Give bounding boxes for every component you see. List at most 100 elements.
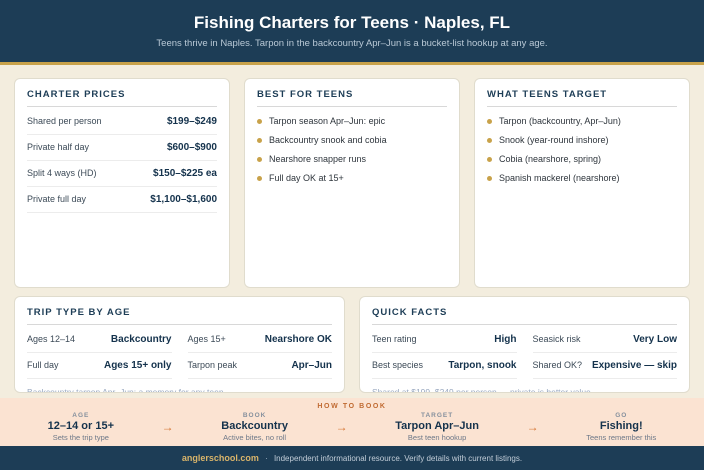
- step-sub: Teens remember this: [586, 432, 657, 442]
- step-sub: Sets the trip type: [52, 432, 109, 442]
- card-title-best-for-teens: BEST FOR TEENS: [257, 89, 447, 107]
- card-title-what-teens-target: WHAT TEENS TARGET: [487, 89, 677, 107]
- bullet-dot-icon: [257, 175, 262, 181]
- fact-row: Best species Tarpon, snook: [372, 353, 517, 379]
- how-to-book-steps: AGE 12–14 or 15+ Sets the trip type → BO…: [0, 412, 704, 442]
- list-item: Spanish mackerel (nearshore): [487, 168, 677, 187]
- list-item-text: Nearshore snapper runs: [269, 153, 367, 164]
- fact-label: Shared OK?: [532, 360, 583, 370]
- bullet-dot-icon: [487, 175, 492, 181]
- price-row: Private full day $1,100–$1,600: [27, 187, 217, 213]
- step-sub: Active bites, no roll: [223, 432, 287, 442]
- list-item-text: Cobia (nearshore, spring): [499, 153, 602, 164]
- price-value: $150–$225 ea: [153, 168, 217, 179]
- list-item-text: Tarpon (backcountry, Apr–Jun): [499, 115, 621, 126]
- fact-label: Full day: [27, 360, 59, 370]
- bullet-dot-icon: [257, 137, 262, 143]
- fact-value: Backcountry: [110, 334, 172, 345]
- step-main: Backcountry: [221, 419, 288, 432]
- fact-row: Ages 15+ Nearshore OK: [187, 327, 332, 353]
- trip-type-facts: Ages 12–14 Backcountry Ages 15+ Nearshor…: [27, 327, 332, 379]
- step-age: AGE 12–14 or 15+ Sets the trip type: [48, 412, 114, 442]
- quick-facts-grid: Teen rating High Seasick risk Very Low B…: [372, 327, 677, 379]
- list-item: Snook (year-round inshore): [487, 130, 677, 149]
- bullet-dot-icon: [487, 137, 492, 143]
- what-teens-target-list: Tarpon (backcountry, Apr–Jun) Snook (yea…: [487, 111, 677, 187]
- price-value: $199–$249: [166, 116, 217, 127]
- card-trip-type-by-age: TRIP TYPE BY AGE Ages 12–14 Backcountry …: [14, 296, 345, 393]
- footer: anglerschool.com · Independent informati…: [0, 446, 704, 470]
- price-value: $600–$900: [166, 142, 217, 153]
- price-label: Private half day: [27, 142, 90, 152]
- trip-type-note: Backcountry tarpon Apr–Jun: a memory for…: [27, 387, 226, 393]
- fact-row: Shared OK? Expensive — skip: [532, 353, 677, 379]
- footer-site-link[interactable]: anglerschool.com: [181, 453, 259, 463]
- price-value: $1,100–$1,600: [150, 194, 217, 205]
- footer-disclaimer: Independent informational resource. Veri…: [273, 453, 523, 463]
- list-item-text: Tarpon season Apr–Jun: epic: [269, 115, 386, 126]
- fact-value: Very Low: [633, 334, 677, 345]
- fact-row: Ages 12–14 Backcountry: [27, 327, 172, 353]
- bullet-dot-icon: [257, 156, 262, 162]
- step-target: TARGET Tarpon Apr–Jun Best teen hookup: [395, 412, 479, 442]
- fact-value: Apr–Jun: [291, 360, 332, 371]
- fact-label: Ages 12–14: [27, 334, 76, 344]
- quick-facts-note: Shared at $199–$249 per person — private…: [372, 387, 594, 393]
- arrow-right-icon: →: [161, 419, 174, 434]
- how-to-book-band: HOW TO BOOK AGE 12–14 or 15+ Sets the tr…: [0, 398, 704, 446]
- price-row: Shared per person $199–$249: [27, 109, 217, 135]
- step-main: Fishing!: [599, 419, 643, 432]
- bullet-dot-icon: [487, 156, 492, 162]
- bottom-cards-row: TRIP TYPE BY AGE Ages 12–14 Backcountry …: [14, 296, 690, 393]
- step-go: GO Fishing! Teens remember this: [586, 412, 656, 442]
- fact-value: High: [494, 334, 517, 345]
- step-kicker: TARGET: [420, 411, 454, 419]
- list-item: Full day OK at 15+: [257, 168, 447, 187]
- price-row: Private half day $600–$900: [27, 135, 217, 161]
- step-kicker: AGE: [72, 411, 90, 419]
- fact-row: Full day Ages 15+ only: [27, 353, 172, 379]
- fact-label: Seasick risk: [532, 334, 581, 344]
- fact-value: Nearshore OK: [264, 334, 332, 345]
- list-item-text: Backcountry snook and cobia: [269, 134, 387, 145]
- fact-label: Teen rating: [372, 334, 417, 344]
- bullet-dot-icon: [487, 118, 492, 124]
- fact-label: Ages 15+: [187, 334, 226, 344]
- list-item: Tarpon season Apr–Jun: epic: [257, 111, 447, 130]
- main-content: CHARTER PRICES Shared per person $199–$2…: [0, 65, 704, 398]
- price-row: Split 4 ways (HD) $150–$225 ea: [27, 161, 217, 187]
- fact-label: Best species: [372, 360, 424, 370]
- price-label: Shared per person: [27, 116, 102, 126]
- fact-row: Seasick risk Very Low: [532, 327, 677, 353]
- card-title-trip-type-by-age: TRIP TYPE BY AGE: [27, 307, 332, 325]
- step-book: BOOK Backcountry Active bites, no roll: [221, 412, 288, 442]
- arrow-right-icon: →: [335, 419, 348, 434]
- list-item-text: Spanish mackerel (nearshore): [499, 172, 620, 183]
- best-for-teens-list: Tarpon season Apr–Jun: epic Backcountry …: [257, 111, 447, 187]
- list-item: Cobia (nearshore, spring): [487, 149, 677, 168]
- card-what-teens-target: WHAT TEENS TARGET Tarpon (backcountry, A…: [474, 78, 690, 288]
- step-main: 12–14 or 15+: [47, 419, 115, 432]
- card-charter-prices: CHARTER PRICES Shared per person $199–$2…: [14, 78, 230, 288]
- fact-value: Tarpon, snook: [448, 360, 517, 371]
- fact-value: Ages 15+ only: [103, 360, 172, 371]
- list-item-text: Full day OK at 15+: [269, 172, 344, 183]
- top-cards-row: CHARTER PRICES Shared per person $199–$2…: [14, 78, 690, 288]
- page-title: Fishing Charters for Teens · Naples, FL: [193, 13, 511, 32]
- step-kicker: GO: [615, 411, 628, 419]
- footer-separator: ·: [264, 453, 268, 463]
- card-quick-facts: QUICK FACTS Teen rating High Seasick ris…: [359, 296, 690, 393]
- price-label: Split 4 ways (HD): [27, 168, 97, 178]
- price-label: Private full day: [27, 194, 87, 204]
- list-item: Tarpon (backcountry, Apr–Jun): [487, 111, 677, 130]
- page-subtitle: Teens thrive in Naples. Tarpon in the ba…: [156, 38, 548, 49]
- list-item: Backcountry snook and cobia: [257, 130, 447, 149]
- step-main: Tarpon Apr–Jun: [395, 419, 479, 432]
- card-title-charter-prices: CHARTER PRICES: [27, 89, 217, 107]
- fact-row: Tarpon peak Apr–Jun: [187, 353, 332, 379]
- fact-value: Expensive — skip: [591, 360, 677, 371]
- list-item-text: Snook (year-round inshore): [499, 134, 609, 145]
- fact-row: Teen rating High: [372, 327, 517, 353]
- bullet-dot-icon: [257, 118, 262, 124]
- card-best-for-teens: BEST FOR TEENS Tarpon season Apr–Jun: ep…: [244, 78, 460, 288]
